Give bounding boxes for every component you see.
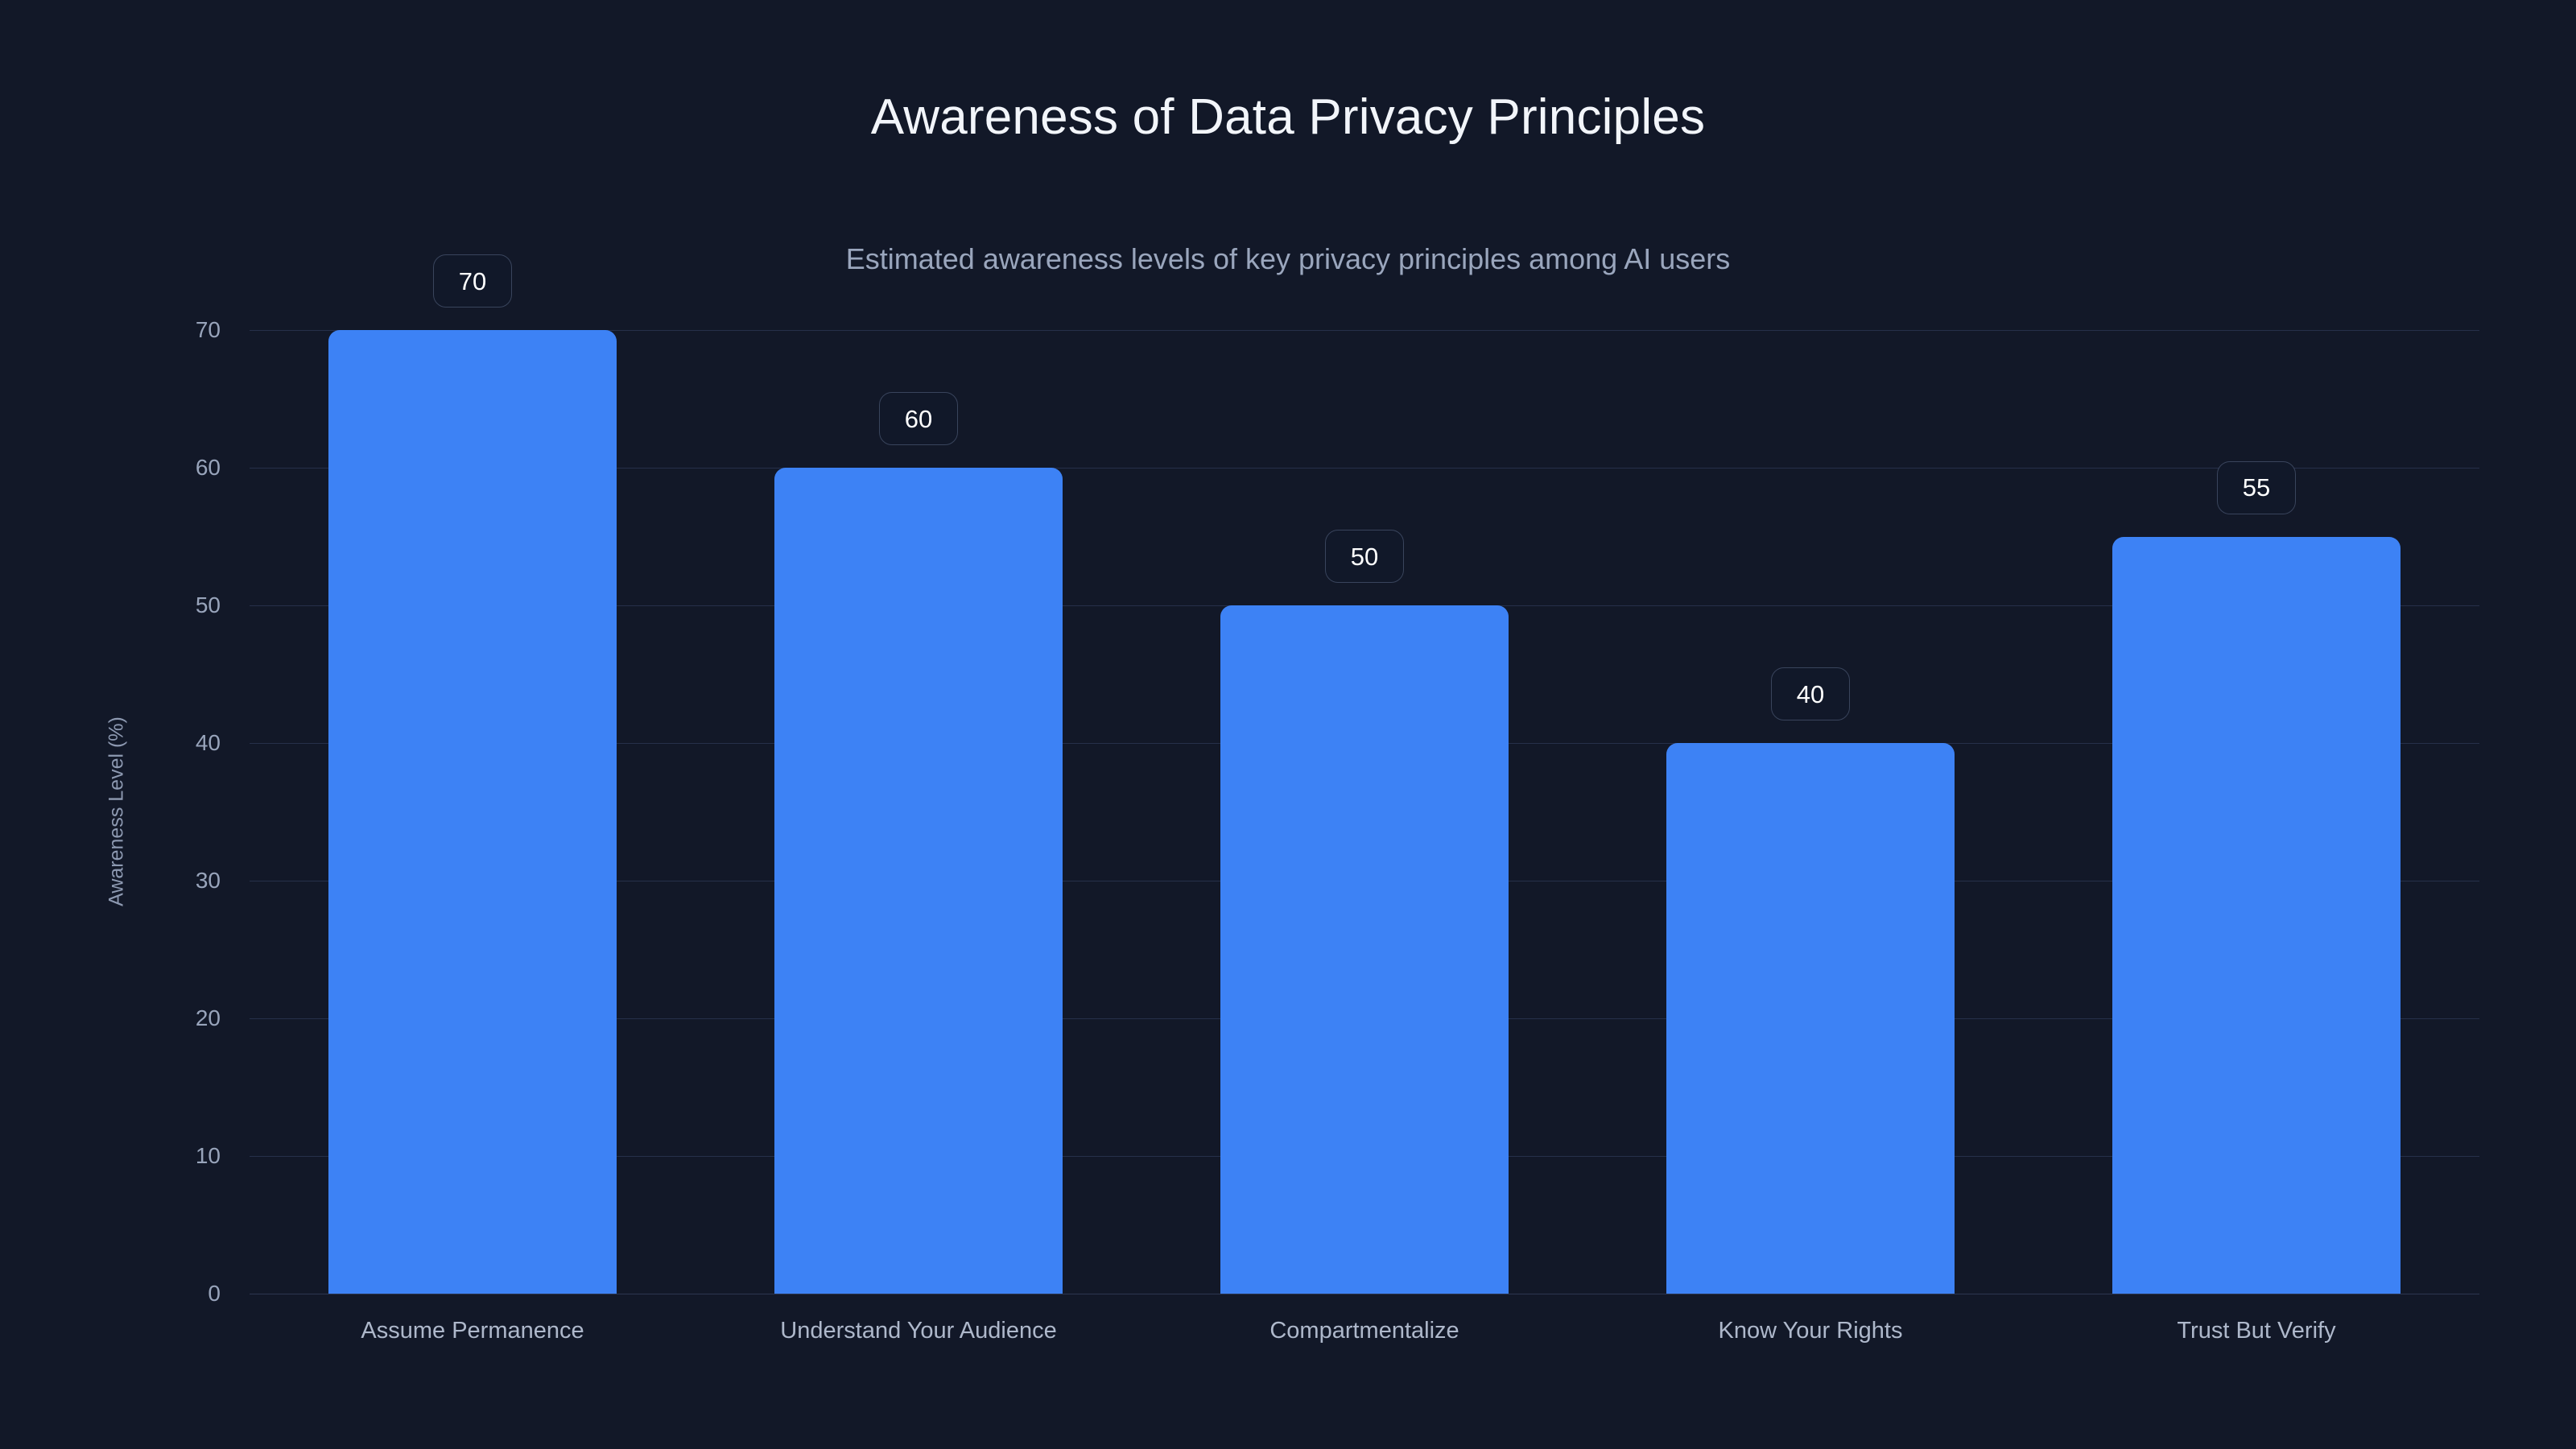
gridline	[250, 330, 2479, 331]
y-axis-tick-label: 40	[195, 730, 221, 755]
bar-value-label: 55	[2217, 460, 2296, 514]
bar-value-label: 60	[879, 392, 958, 445]
x-axis-tick-label: Trust But Verify	[2177, 1318, 2336, 1344]
chart-title: Awareness of Data Privacy Principles	[870, 89, 1706, 145]
bar-value-label: 70	[433, 254, 512, 308]
y-axis-tick-label: 20	[195, 1005, 221, 1030]
y-axis-tick-label: 30	[195, 868, 221, 893]
y-axis-tick-label: 60	[195, 455, 221, 480]
x-axis-tick-label: Know Your Rights	[1718, 1318, 1903, 1344]
y-axis-tick-label: 50	[195, 592, 221, 617]
y-axis-tick-label: 0	[208, 1281, 221, 1306]
y-axis-title: Awareness Level (%)	[105, 716, 128, 906]
bar-value-label: 40	[1771, 667, 1850, 720]
x-axis-tick-label: Assume Permanence	[361, 1318, 584, 1344]
bar-value-label: 50	[1325, 530, 1404, 583]
bar[interactable]	[328, 330, 617, 1294]
gridline	[250, 468, 2479, 469]
bar[interactable]	[2112, 536, 2401, 1294]
x-axis-tick-label: Understand Your Audience	[780, 1318, 1057, 1344]
bar[interactable]	[1666, 743, 1955, 1294]
bar[interactable]	[1220, 605, 1509, 1294]
y-axis-tick-label: 70	[195, 317, 221, 342]
y-axis-tick-label: 10	[195, 1143, 221, 1168]
x-axis-tick-label: Compartmentalize	[1269, 1318, 1459, 1344]
bar[interactable]	[774, 468, 1063, 1294]
chart-subtitle: Estimated awareness levels of key privac…	[845, 242, 1731, 275]
plot-area: Awareness Level (%) 0 10 20 30 40 50 60 70 70 60…	[105, 254, 2479, 1344]
